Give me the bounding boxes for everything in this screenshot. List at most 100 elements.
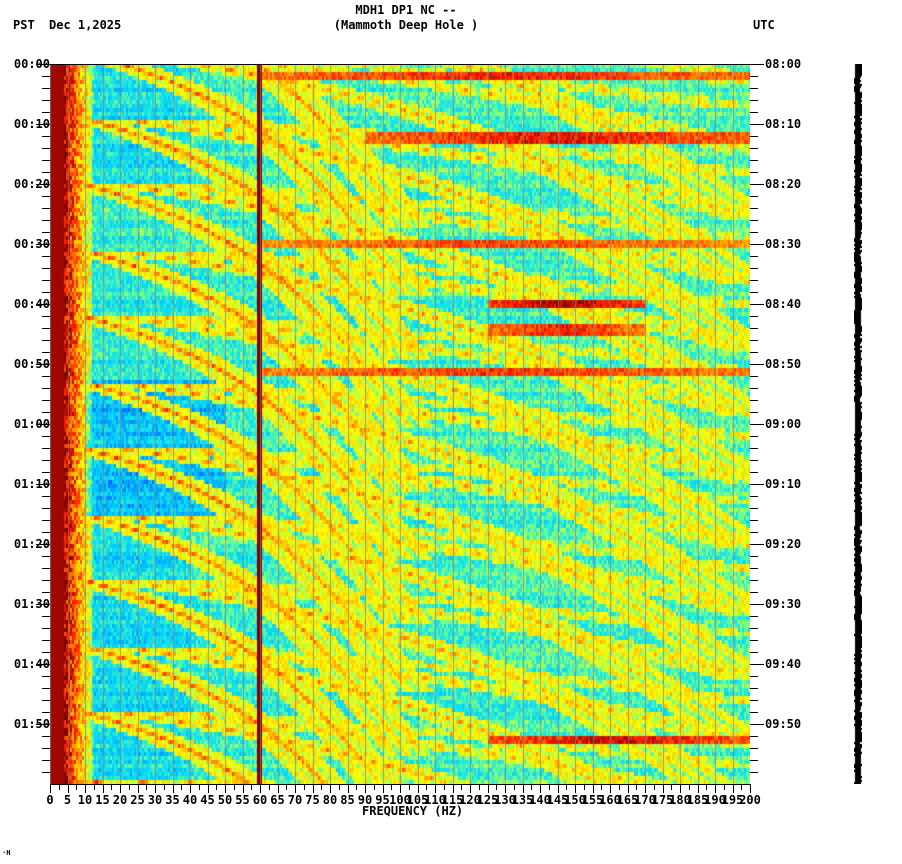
y-tick-right: [750, 184, 764, 185]
y-tick-left: [42, 760, 50, 761]
x-tick: [601, 784, 602, 790]
x-tick: [680, 784, 681, 793]
x-tick: [750, 784, 751, 793]
x-tick: [479, 784, 480, 790]
x-tick: [663, 784, 664, 793]
y-tick-left: [42, 436, 50, 437]
y-tick-right: [750, 436, 758, 437]
y-tick-left: [42, 700, 50, 701]
x-label: 150: [564, 793, 586, 807]
y-tick-left: [42, 556, 50, 557]
y-tick-right: [750, 220, 758, 221]
y-label-pst: 00:40: [13, 297, 50, 311]
y-label-pst: 00:20: [13, 177, 50, 191]
y-label-pst: 00:00: [13, 57, 50, 71]
y-tick-right: [750, 64, 764, 65]
y-tick-left: [36, 184, 50, 185]
y-tick-right: [750, 424, 764, 425]
y-label-pst: 00:10: [13, 117, 50, 131]
x-tick: [636, 784, 637, 790]
x-label: 110: [424, 793, 446, 807]
x-tick: [426, 784, 427, 790]
x-label: 90: [357, 793, 373, 807]
y-tick-left: [36, 424, 50, 425]
y-tick-right: [750, 100, 758, 101]
x-tick: [409, 784, 410, 790]
x-label: 75: [305, 793, 320, 807]
x-tick: [111, 784, 112, 790]
y-label-utc: 09:00: [765, 417, 802, 431]
y-tick-right: [750, 136, 758, 137]
y-label-pst: 01:00: [13, 417, 50, 431]
y-tick-right: [750, 412, 758, 413]
x-tick: [181, 784, 182, 790]
x-axis-line: [50, 784, 751, 785]
x-tick: [103, 784, 104, 793]
y-tick-left: [42, 640, 50, 641]
x-label: 200: [739, 793, 761, 807]
x-label: 40: [182, 793, 198, 807]
x-tick: [348, 784, 349, 793]
x-tick: [514, 784, 515, 790]
y-tick-right: [750, 700, 758, 701]
x-label: 155: [581, 793, 604, 807]
x-label: 125: [476, 793, 499, 807]
y-tick-right: [750, 88, 758, 89]
y-tick-right: [750, 160, 758, 161]
x-tick: [234, 784, 235, 790]
x-tick: [383, 784, 384, 793]
x-label: 195: [721, 793, 744, 807]
x-tick: [295, 784, 296, 793]
y-tick-right: [750, 460, 758, 461]
x-tick: [68, 784, 69, 793]
x-label: 105: [406, 793, 429, 807]
y-tick-right: [750, 172, 758, 173]
y-tick-left: [42, 280, 50, 281]
x-tick: [199, 784, 200, 790]
y-tick-right: [750, 268, 758, 269]
x-label: 30: [147, 793, 163, 807]
x-label: 140: [529, 793, 551, 807]
x-tick: [146, 784, 147, 790]
y-tick-left: [42, 388, 50, 389]
y-tick-left: [42, 352, 50, 353]
y-tick-right: [750, 448, 758, 449]
y-tick-left: [42, 460, 50, 461]
amplitude-trace: [854, 64, 862, 784]
x-tick: [645, 784, 646, 793]
y-tick-right: [750, 592, 758, 593]
x-tick: [365, 784, 366, 793]
y-tick-left: [36, 124, 50, 125]
x-label: 55: [235, 793, 250, 807]
y-tick-left: [36, 604, 50, 605]
y-tick-left: [42, 76, 50, 77]
y-tick-right: [750, 520, 758, 521]
x-tick: [435, 784, 436, 793]
y-tick-right: [750, 568, 758, 569]
y-tick-right: [750, 340, 758, 341]
x-tick: [216, 784, 217, 790]
y-tick-right: [750, 532, 758, 533]
y-tick-left: [42, 496, 50, 497]
x-tick: [251, 784, 252, 790]
x-label: 70: [287, 793, 303, 807]
y-tick-right: [750, 304, 764, 305]
x-tick: [85, 784, 86, 793]
y-tick-right: [750, 712, 758, 713]
y-tick-left: [42, 592, 50, 593]
x-tick: [418, 784, 419, 793]
x-tick: [260, 784, 261, 793]
y-label-pst: 00:50: [13, 357, 50, 371]
y-tick-left: [42, 268, 50, 269]
y-tick-left: [42, 412, 50, 413]
y-tick-left: [36, 664, 50, 665]
y-tick-right: [750, 388, 758, 389]
x-tick: [269, 784, 270, 790]
x-tick: [593, 784, 594, 793]
y-tick-right: [750, 280, 758, 281]
x-label: 175: [651, 793, 674, 807]
x-tick: [453, 784, 454, 793]
y-tick-left: [42, 508, 50, 509]
y-tick-left: [42, 88, 50, 89]
y-tick-left: [42, 736, 50, 737]
